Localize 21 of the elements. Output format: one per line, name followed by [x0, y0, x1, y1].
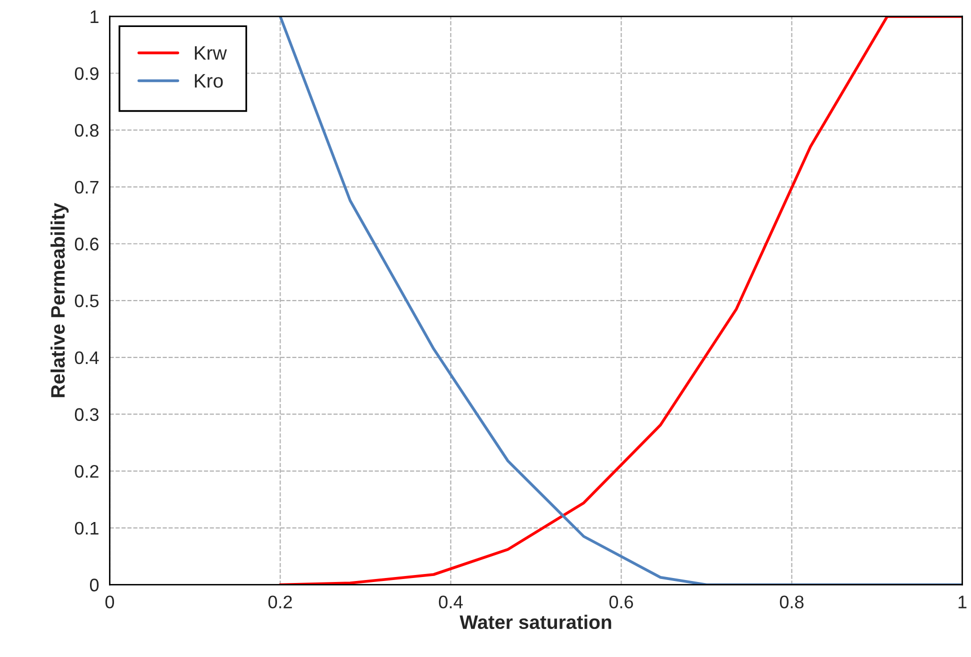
y-tick-label: 0: [90, 578, 99, 592]
x-tick-label: 1: [958, 596, 966, 608]
y-tick-label: 0.5: [74, 294, 99, 308]
x-tick-label: 0.2: [268, 596, 292, 608]
x-tick-label: 0.8: [780, 596, 804, 608]
y-tick-label: 0.7: [74, 180, 98, 194]
y-axis-title: Relative Permeability: [50, 202, 69, 398]
y-tick-label: 0.8: [74, 124, 99, 137]
y-tick-label: 0.6: [74, 238, 99, 250]
y-tick-label: 0.2: [74, 465, 98, 478]
x-tick-label: 0: [105, 596, 114, 608]
x-tick-label: 0.6: [609, 596, 634, 608]
x-axis-title: Water saturation: [460, 614, 612, 630]
y-tick-label: 0.1: [74, 522, 98, 535]
legend-label: Kro: [194, 74, 223, 88]
y-tick-label: 1: [90, 10, 98, 23]
y-tick-label: 0.3: [74, 408, 99, 421]
x-tick-label: 0.4: [438, 596, 463, 608]
y-tick-label: 0.4: [74, 351, 99, 364]
legend-label: Krw: [194, 46, 227, 60]
y-tick-label: 0.9: [74, 67, 98, 80]
